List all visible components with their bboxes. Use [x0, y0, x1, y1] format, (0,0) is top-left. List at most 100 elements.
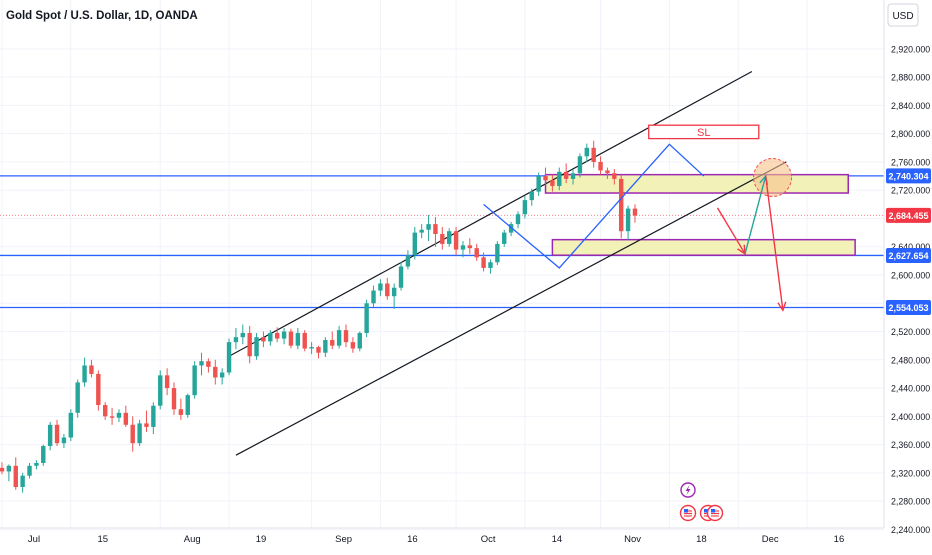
candle-body [632, 208, 638, 216]
price-tick-label: 2,360.000 [891, 440, 930, 450]
candle-body [612, 173, 617, 179]
candle-body [426, 224, 431, 230]
candle [385, 277, 390, 300]
candle [447, 228, 452, 247]
candle [309, 342, 314, 355]
candle-body [54, 424, 60, 444]
candle [47, 421, 53, 451]
candle [158, 370, 163, 410]
price-axis-bg [884, 0, 932, 550]
time-tick-label: 19 [256, 534, 267, 545]
candle [557, 167, 562, 191]
candle-body [391, 287, 397, 297]
candle-body [364, 303, 369, 333]
candle-body [137, 423, 142, 444]
candle [543, 167, 548, 185]
channel-upper-line [228, 70, 753, 357]
candle-body [336, 330, 342, 346]
candle-body [557, 171, 562, 186]
time-tick-label: Sep [335, 534, 352, 545]
candle-body [467, 245, 473, 249]
candle [192, 361, 197, 399]
candle-body [508, 224, 514, 233]
candle-body [192, 365, 197, 396]
arrow-red-line [764, 175, 784, 311]
candle [123, 405, 129, 427]
candle [109, 407, 115, 425]
currency-button[interactable]: USD [887, 3, 919, 27]
candle [522, 195, 528, 219]
price-tick-label: 2,400.000 [891, 412, 930, 422]
candle [405, 250, 411, 270]
candle-body [529, 191, 534, 201]
candle-body [164, 375, 170, 389]
candle-body [185, 395, 190, 415]
candle-body [34, 462, 39, 466]
candle [247, 325, 252, 364]
sl-label: SL [697, 127, 710, 139]
drawing-annotations: SL [483, 124, 793, 312]
time-axis[interactable]: Jul 15 Aug 19 Sep 16 Oct 14 Nov 18 Dec 16 [0, 527, 884, 545]
candle-body [625, 208, 631, 232]
candle [632, 204, 638, 223]
candle-body [27, 465, 32, 476]
candle-body [488, 262, 493, 268]
price-label-bg [886, 207, 931, 223]
candle [89, 359, 94, 378]
candle [357, 331, 362, 352]
us-flag-icon[interactable] [679, 504, 697, 522]
event-icons[interactable] [679, 482, 724, 522]
candle [171, 382, 177, 415]
us-flag-icon-canton [704, 509, 708, 513]
price-label-text: 2,627.654 [888, 251, 928, 261]
lightning-icon-bolt [685, 485, 691, 495]
sl-box [648, 124, 760, 140]
candle-body [371, 290, 376, 304]
candle-body [316, 347, 321, 353]
candle [440, 226, 445, 250]
price-tick-label: 2,480.000 [891, 355, 930, 365]
candle [68, 409, 73, 442]
candle-body [605, 170, 610, 174]
price-label-bg [886, 168, 931, 184]
candle-body [13, 465, 18, 487]
candle [419, 224, 424, 239]
candle [364, 299, 369, 338]
arrow-red-line [716, 207, 746, 255]
candle-body [6, 465, 12, 472]
candle-body [61, 437, 67, 444]
candle [164, 368, 170, 396]
candle [563, 163, 569, 184]
candle-body [515, 214, 521, 225]
candle-body [199, 361, 204, 366]
price-label-text: 2,740.304 [888, 171, 928, 181]
candle-body [543, 176, 548, 181]
price-tick-label: 2,280.000 [891, 497, 930, 507]
candle [151, 402, 156, 434]
candle [584, 143, 589, 162]
candle-body [598, 161, 603, 171]
us-flag-icon[interactable] [706, 504, 724, 522]
candle-body [20, 475, 25, 487]
candlestick-series [0, 140, 638, 493]
candle [550, 174, 555, 192]
arrow-red-head [777, 301, 787, 312]
candle [570, 169, 576, 185]
candle [61, 434, 67, 449]
candle [295, 328, 301, 350]
candle [103, 402, 108, 420]
lightning-icon[interactable] [680, 482, 696, 498]
candle [612, 169, 617, 185]
candle [233, 328, 239, 350]
candle [502, 229, 507, 247]
candle [350, 337, 356, 353]
candle-body [96, 373, 101, 406]
candle-body [275, 332, 280, 339]
candle [20, 472, 25, 493]
candle-body [226, 342, 232, 373]
zone-rect [551, 238, 856, 256]
candle [391, 283, 397, 309]
price-axis[interactable]: 2,240.000 2,280.000 2,320.000 2,360.000 2,40… [883, 0, 932, 550]
